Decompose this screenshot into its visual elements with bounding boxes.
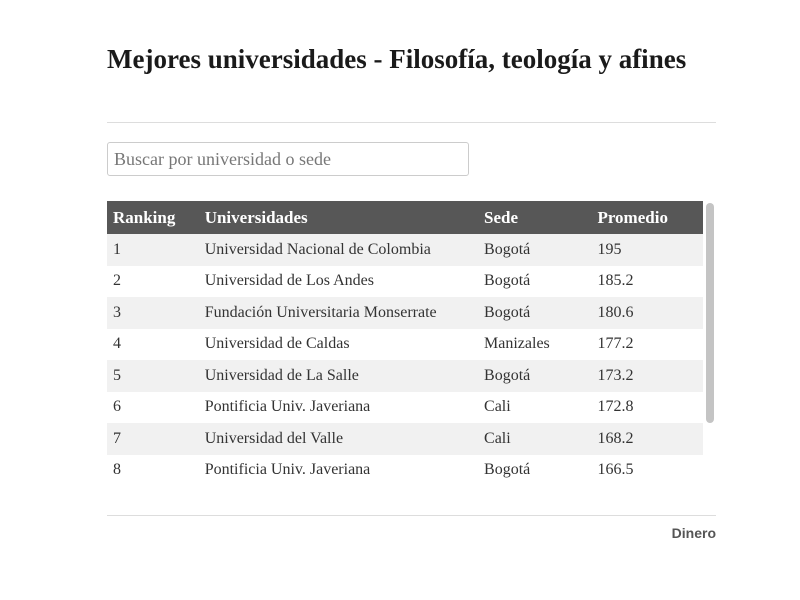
table-row: 4 Universidad de Caldas Manizales 177.2 (107, 329, 703, 361)
table-cell: 8 (113, 461, 121, 479)
title: Mejores universidades - Filosofía, teolo… (107, 44, 687, 74)
table-row: 2 Universidad de Los Andes Bogotá 185.2 (107, 266, 703, 298)
table-cell: Bogotá (484, 461, 531, 479)
header-row: Ranking Universidades Sede Promedio (107, 201, 703, 234)
table-cell: Pontificia Univ. Javeriana (204, 461, 371, 479)
table-cell: Cali (478, 423, 592, 455)
scrollbar[interactable] (706, 203, 714, 423)
table-cell: Fundación Universitaria Monserrate (198, 297, 479, 329)
table-cell: Universidad Nacional de Colombia (198, 234, 479, 266)
table-cell: Universidad del Valle (198, 423, 479, 455)
table-cell: 5 (107, 360, 199, 392)
table-row: 8 Pontificia Univ. Javeriana Bogotá 166.5 (107, 455, 703, 487)
search-placeholder: Buscar por universidad o sede (114, 149, 331, 169)
table-cell: 4 (113, 335, 121, 353)
divider (107, 122, 716, 123)
source: Dinero (671, 525, 716, 541)
table-cell: 7 (107, 423, 199, 455)
table-cell: 6 (113, 398, 121, 416)
column-header[interactable]: Sede (478, 201, 592, 234)
table-cell: 2 (113, 272, 121, 290)
table-row: 3 Fundación Universitaria Monserrate Bogot… (107, 297, 703, 329)
table-cell: 172.8 (597, 398, 634, 416)
table-cell: Bogotá (478, 297, 592, 329)
table-cell: Universidad de Caldas (204, 335, 350, 353)
table-cell: Bogotá (478, 234, 592, 266)
table-cell: Universidad de Los Andes (204, 272, 375, 290)
table-cell: Bogotá (478, 360, 592, 392)
table-cell: 180.6 (591, 297, 703, 329)
table-container: Ranking Universidades Sede Promedio 1 Univers… (107, 201, 703, 497)
column-header[interactable]: Promedio (591, 201, 703, 234)
table-row: 7 Universidad del Valle Cali 168.2 (107, 423, 703, 455)
table-row: 5 Universidad de La Salle Bogotá 173.2 (107, 360, 703, 392)
table-cell: 195 (591, 234, 703, 266)
table-cell: 185.2 (597, 272, 634, 290)
table-cell: 166.5 (597, 461, 634, 479)
table-cell: Universidad de La Salle (198, 360, 479, 392)
table-row: 6 Pontificia Univ. Javeriana Cali 172.8 (107, 392, 703, 424)
table-cell: 173.2 (591, 360, 703, 392)
column-header[interactable]: Ranking (107, 201, 199, 234)
search-box[interactable]: Buscar por universidad o sede (107, 142, 469, 176)
table-cell: Cali (484, 398, 511, 416)
divider (107, 515, 716, 516)
table-cell: 168.2 (591, 423, 703, 455)
table-cell: Bogotá (484, 272, 531, 290)
column-header[interactable]: Universidades (198, 201, 479, 234)
table-cell: 177.2 (597, 335, 634, 353)
table-row: 1 Universidad Nacional de Colombia Bogotá 1… (107, 234, 703, 266)
table: Ranking Universidades Sede Promedio 1 Univers… (107, 201, 703, 486)
table-cell: Pontificia Univ. Javeriana (204, 398, 371, 416)
table-cell: 3 (107, 297, 199, 329)
table-cell: Manizales (484, 335, 550, 353)
table-cell: 1 (107, 234, 199, 266)
